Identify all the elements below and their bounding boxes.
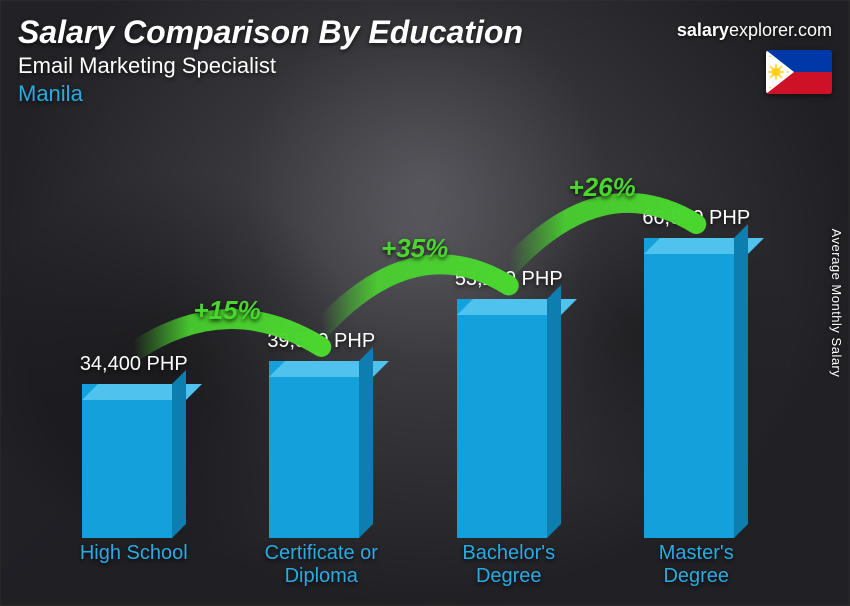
- brand-prefix: salary: [677, 20, 729, 40]
- bar-label: Certificate orDiploma: [228, 542, 416, 588]
- flag-icon: [766, 50, 832, 94]
- increase-label: +26%: [569, 172, 636, 203]
- brand-suffix: explorer.com: [729, 20, 832, 40]
- chart-location: Manila: [18, 81, 832, 107]
- brand-watermark: salaryexplorer.com: [677, 20, 832, 41]
- y-axis-label: Average Monthly Salary: [829, 229, 844, 378]
- bar-chart: 34,400 PHP 39,500 PHP 53,200 PHP 66,900 …: [40, 130, 790, 588]
- bar-label: Master'sDegree: [603, 542, 791, 588]
- bar-label: High School: [40, 542, 228, 588]
- chart-subtitle: Email Marketing Specialist: [18, 53, 832, 79]
- bar-label: Bachelor'sDegree: [415, 542, 603, 588]
- increase-arc: [40, 130, 790, 548]
- labels-container: High SchoolCertificate orDiplomaBachelor…: [40, 542, 790, 588]
